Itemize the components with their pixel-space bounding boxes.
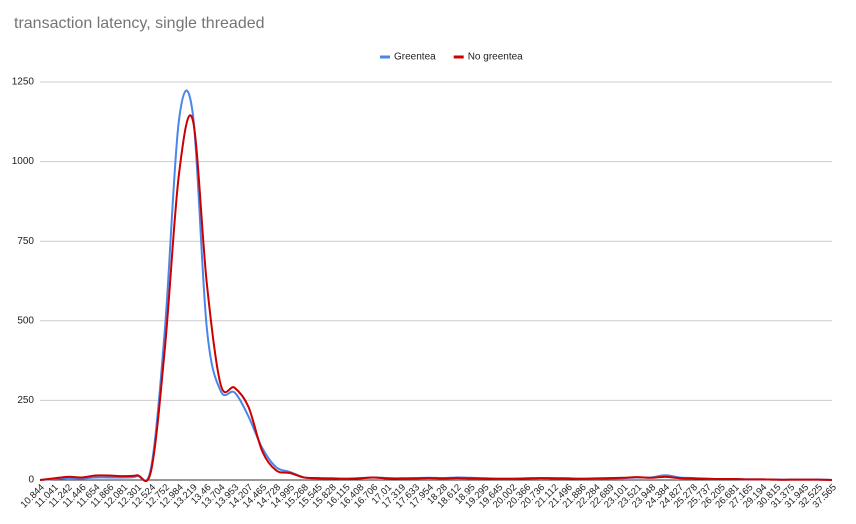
legend-label: No greentea <box>468 52 523 63</box>
y-tick-label: 250 <box>17 395 34 406</box>
series-line <box>39 114 833 483</box>
y-tick-label: 750 <box>17 236 34 247</box>
legend-label: Greentea <box>394 52 436 63</box>
y-tick-label: 0 <box>28 475 34 486</box>
chart-title: transaction latency, single threaded <box>14 15 265 32</box>
y-tick-label: 1000 <box>12 156 35 167</box>
y-tick-label: 500 <box>17 315 34 326</box>
y-tick-label: 1250 <box>12 77 35 88</box>
